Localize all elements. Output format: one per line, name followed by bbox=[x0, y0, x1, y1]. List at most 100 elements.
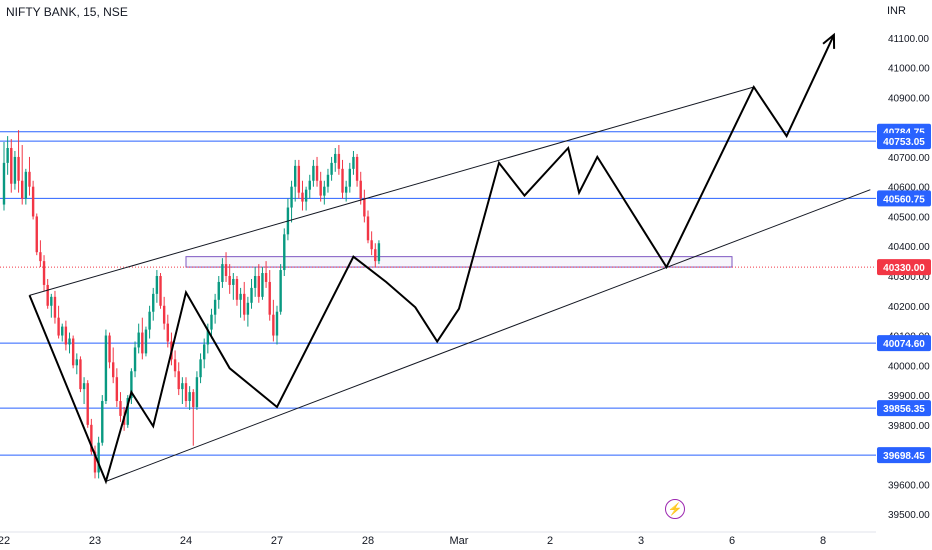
candle-body bbox=[6, 148, 9, 163]
price-tick-label: 40000.00 bbox=[888, 361, 930, 372]
price-tick-label: 40500.00 bbox=[888, 212, 930, 223]
candle-body bbox=[126, 398, 129, 425]
candle-body bbox=[31, 186, 35, 217]
candle-body bbox=[203, 344, 206, 360]
candle-body bbox=[355, 156, 359, 181]
candle-body bbox=[195, 377, 199, 407]
price-level-badge bbox=[877, 259, 931, 276]
candle-body bbox=[377, 243, 381, 262]
candle-body bbox=[253, 276, 257, 288]
candle-body bbox=[133, 347, 137, 372]
candle-body bbox=[46, 284, 49, 306]
price-level-badge bbox=[877, 447, 931, 464]
candle-body bbox=[224, 264, 228, 276]
candle-body bbox=[363, 198, 366, 217]
time-tick-label: 24 bbox=[180, 535, 192, 547]
candle-body bbox=[261, 273, 264, 297]
candle-body bbox=[210, 314, 213, 330]
candle-body bbox=[112, 362, 115, 378]
time-tick-label: Mar bbox=[450, 535, 469, 547]
candle-body bbox=[213, 299, 217, 315]
price-level-label: 39856.35 bbox=[883, 404, 925, 415]
candle-body bbox=[221, 264, 224, 282]
candle-body bbox=[275, 311, 279, 336]
candle-body bbox=[359, 180, 362, 199]
candle-body bbox=[344, 186, 348, 193]
candle-body bbox=[374, 249, 377, 262]
candle-body bbox=[71, 338, 75, 366]
candle-body bbox=[90, 424, 93, 452]
candle-body bbox=[42, 261, 46, 285]
candle-body bbox=[268, 281, 271, 315]
candle-body bbox=[243, 293, 246, 315]
candle-body bbox=[304, 189, 308, 202]
price-level-badge bbox=[877, 400, 931, 417]
candle-body bbox=[2, 162, 6, 205]
candle-body bbox=[57, 317, 60, 336]
time-tick-label: 23 bbox=[89, 535, 101, 547]
candle-body bbox=[68, 338, 71, 345]
candle-body bbox=[21, 180, 24, 199]
candle-body bbox=[337, 153, 341, 169]
candle-body bbox=[257, 276, 260, 297]
lightning-icon[interactable]: ⚡ bbox=[665, 499, 685, 519]
candle-body bbox=[294, 165, 297, 187]
candle-body bbox=[93, 451, 97, 473]
price-tick-label: 39800.00 bbox=[888, 421, 930, 432]
price-tick-label: 41000.00 bbox=[888, 64, 930, 75]
symbol-title: NIFTY BANK, 15, NSE bbox=[6, 5, 128, 19]
candle-body bbox=[86, 383, 89, 425]
candle-body bbox=[28, 171, 31, 187]
support-zone-box bbox=[185, 256, 733, 268]
time-tick-label: 28 bbox=[362, 535, 374, 547]
candle-body bbox=[53, 296, 57, 318]
candle-body bbox=[239, 293, 242, 300]
time-tick-label: 2 bbox=[547, 535, 553, 547]
candle-body bbox=[115, 377, 119, 402]
candle-body bbox=[246, 302, 250, 315]
candle-body bbox=[341, 168, 344, 193]
candle-body bbox=[155, 276, 159, 294]
candle-body bbox=[177, 371, 180, 390]
candle-body bbox=[130, 371, 133, 399]
candle-body bbox=[173, 359, 177, 372]
candle-body bbox=[264, 273, 268, 282]
candle-body bbox=[297, 165, 301, 193]
channel-upper-line bbox=[29, 86, 754, 296]
candle-body bbox=[148, 311, 151, 330]
candle-body bbox=[235, 278, 239, 300]
candle-body bbox=[290, 186, 293, 208]
candle-body bbox=[308, 180, 311, 190]
candle-body bbox=[97, 442, 100, 473]
candle-body bbox=[272, 314, 275, 336]
candle-body bbox=[79, 359, 82, 390]
candle-body bbox=[24, 171, 28, 199]
candle-body bbox=[101, 401, 104, 443]
candle-body bbox=[162, 305, 166, 324]
price-level-badge bbox=[877, 335, 931, 352]
candle-body bbox=[61, 326, 64, 336]
time-tick-label: 22 bbox=[0, 535, 10, 547]
price-tick-label: 40900.00 bbox=[888, 93, 930, 104]
candle-body bbox=[334, 153, 337, 163]
price-tick-label: 40700.00 bbox=[888, 153, 930, 164]
candle-body bbox=[315, 165, 319, 181]
candle-body bbox=[228, 276, 231, 285]
channel-lower-line bbox=[105, 189, 871, 482]
candle-body bbox=[184, 383, 188, 402]
candle-body bbox=[82, 383, 86, 390]
candle-body bbox=[17, 156, 20, 181]
candle-body bbox=[159, 276, 162, 306]
candle-body bbox=[370, 240, 373, 250]
time-tick-label: 8 bbox=[820, 535, 826, 547]
candle-body bbox=[312, 165, 315, 181]
price-level-label: 40074.60 bbox=[883, 339, 925, 350]
price-level-label: 40560.75 bbox=[883, 194, 925, 205]
arrow-head bbox=[822, 32, 836, 49]
price-tick-label: 40400.00 bbox=[888, 242, 930, 253]
candle-body bbox=[13, 156, 17, 184]
wave-zigzag-line bbox=[28, 34, 835, 485]
candle-body bbox=[137, 332, 140, 348]
price-tick-label: 40200.00 bbox=[888, 302, 930, 313]
